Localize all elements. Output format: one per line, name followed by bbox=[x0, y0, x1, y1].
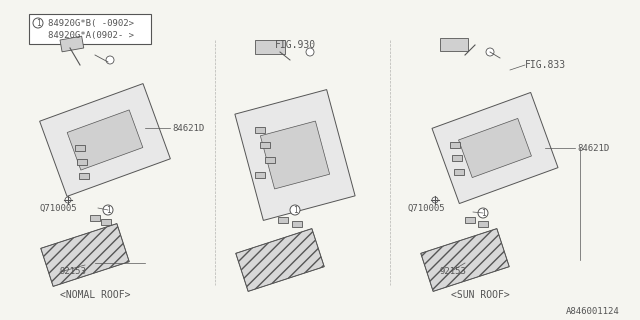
Text: <SUN ROOF>: <SUN ROOF> bbox=[451, 290, 509, 300]
Bar bbox=[101, 219, 111, 225]
Bar bbox=[478, 221, 488, 227]
Polygon shape bbox=[235, 90, 355, 220]
Circle shape bbox=[432, 197, 438, 203]
Text: Q710005: Q710005 bbox=[40, 204, 77, 212]
Bar bbox=[452, 155, 462, 161]
Bar bbox=[60, 36, 84, 52]
Bar bbox=[454, 169, 464, 175]
Bar bbox=[75, 145, 85, 151]
FancyBboxPatch shape bbox=[29, 14, 151, 44]
Text: 1: 1 bbox=[292, 205, 298, 214]
Polygon shape bbox=[432, 92, 558, 204]
Text: 1: 1 bbox=[36, 19, 40, 28]
Text: Q710005: Q710005 bbox=[407, 204, 445, 212]
Circle shape bbox=[33, 18, 43, 28]
Circle shape bbox=[478, 208, 488, 218]
Bar bbox=[450, 142, 460, 148]
Circle shape bbox=[103, 205, 113, 215]
Text: 84621D: 84621D bbox=[577, 143, 609, 153]
Text: 1: 1 bbox=[106, 205, 110, 214]
Bar bbox=[255, 127, 265, 133]
Text: 92153: 92153 bbox=[440, 268, 467, 276]
Text: FIG.930: FIG.930 bbox=[275, 40, 316, 50]
Polygon shape bbox=[236, 228, 324, 292]
Bar bbox=[79, 173, 89, 179]
Text: 92153: 92153 bbox=[60, 268, 87, 276]
Circle shape bbox=[65, 197, 71, 203]
Circle shape bbox=[486, 48, 494, 56]
Bar bbox=[278, 217, 288, 223]
Polygon shape bbox=[67, 110, 143, 170]
Polygon shape bbox=[41, 224, 129, 286]
Bar bbox=[260, 142, 270, 148]
Circle shape bbox=[106, 56, 114, 64]
Text: A846001124: A846001124 bbox=[566, 308, 620, 316]
Text: 84920G*B( -0902>: 84920G*B( -0902> bbox=[48, 19, 134, 28]
Text: FIG.833: FIG.833 bbox=[525, 60, 566, 70]
Bar bbox=[265, 157, 275, 163]
Circle shape bbox=[306, 48, 314, 56]
Polygon shape bbox=[420, 228, 509, 292]
Circle shape bbox=[290, 205, 300, 215]
Bar bbox=[465, 217, 475, 223]
Polygon shape bbox=[458, 118, 531, 178]
Bar bbox=[90, 215, 100, 221]
Text: <NOMAL ROOF>: <NOMAL ROOF> bbox=[60, 290, 131, 300]
Bar bbox=[255, 172, 265, 178]
Text: 84621D: 84621D bbox=[172, 124, 204, 132]
Polygon shape bbox=[40, 84, 170, 196]
Text: 84920G*A(0902- >: 84920G*A(0902- > bbox=[48, 30, 134, 39]
Polygon shape bbox=[260, 121, 330, 189]
Bar bbox=[255, 40, 285, 54]
Bar bbox=[292, 221, 302, 227]
Bar bbox=[440, 38, 468, 51]
Text: 1: 1 bbox=[481, 209, 485, 218]
Bar bbox=[77, 159, 87, 165]
